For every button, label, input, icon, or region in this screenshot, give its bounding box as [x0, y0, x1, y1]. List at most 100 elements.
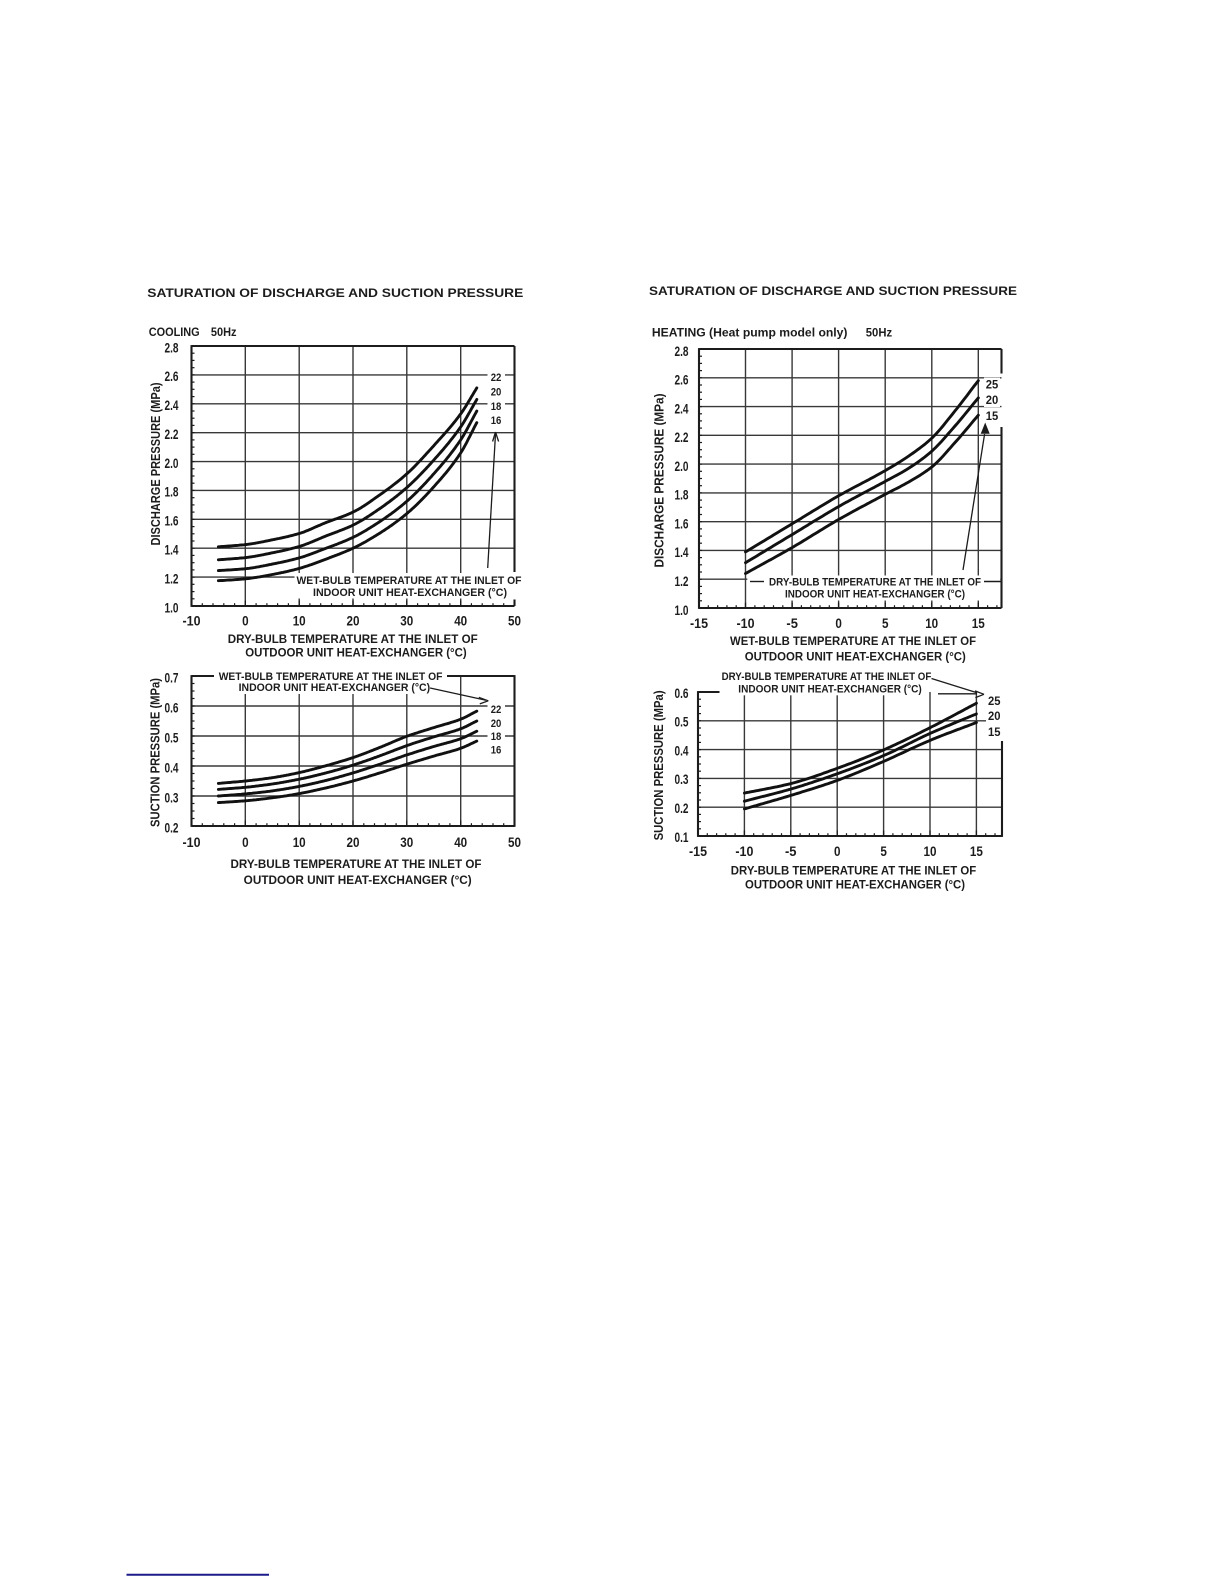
- svg-text:1.6: 1.6: [675, 516, 689, 531]
- svg-text:16: 16: [491, 415, 502, 427]
- svg-text:0.6: 0.6: [675, 686, 689, 701]
- svg-text:0.2: 0.2: [165, 820, 179, 835]
- svg-text:2.4: 2.4: [675, 401, 689, 416]
- svg-text:DISCHARGE PRESSURE (MPa): DISCHARGE PRESSURE (MPa): [148, 383, 163, 546]
- svg-text:1.0: 1.0: [165, 600, 179, 615]
- svg-text:SUCTION PRESSURE (MPa): SUCTION PRESSURE (MPa): [148, 678, 163, 827]
- svg-text:2.0: 2.0: [165, 456, 179, 471]
- svg-text:-15: -15: [689, 844, 708, 859]
- svg-text:50Hz: 50Hz: [866, 326, 892, 340]
- svg-text:2.8: 2.8: [675, 344, 689, 359]
- svg-text:40: 40: [454, 835, 467, 850]
- svg-text:DRY-BULB TEMPERATURE AT THE IN: DRY-BULB TEMPERATURE AT THE INLET OF: [228, 633, 478, 646]
- svg-text:1.0: 1.0: [675, 603, 689, 618]
- svg-text:50Hz: 50Hz: [211, 325, 237, 339]
- svg-text:15: 15: [988, 725, 1001, 739]
- svg-text:22: 22: [491, 704, 502, 716]
- svg-text:25: 25: [986, 378, 999, 392]
- svg-text:-5: -5: [785, 844, 797, 859]
- svg-text:-10: -10: [735, 844, 753, 859]
- svg-text:1.4: 1.4: [675, 545, 689, 560]
- svg-text:0: 0: [834, 844, 841, 859]
- svg-text:0: 0: [242, 835, 249, 850]
- svg-text:SATURATION OF DISCHARGE AND SU: SATURATION OF DISCHARGE AND SUCTION PRES…: [649, 284, 1017, 298]
- svg-text:0.4: 0.4: [165, 760, 179, 775]
- svg-text:SATURATION OF DISCHARGE AND SU: SATURATION OF DISCHARGE AND SUCTION PRES…: [147, 286, 523, 300]
- svg-text:INDOOR UNIT HEAT-EXCHANGER (°C: INDOOR UNIT HEAT-EXCHANGER (°C): [239, 682, 431, 694]
- svg-text:-15: -15: [690, 616, 709, 631]
- svg-text:-10: -10: [183, 835, 201, 850]
- svg-text:1.8: 1.8: [165, 485, 179, 500]
- svg-text:1.6: 1.6: [165, 514, 179, 529]
- svg-text:0.5: 0.5: [165, 730, 179, 745]
- svg-text:DRY-BULB TEMPERATURE AT THE IN: DRY-BULB TEMPERATURE AT THE INLET OF: [731, 864, 976, 877]
- svg-text:15: 15: [986, 409, 999, 423]
- svg-text:INDOOR UNIT HEAT-EXCHANGER (°C: INDOOR UNIT HEAT-EXCHANGER (°C): [738, 684, 922, 696]
- svg-text:20: 20: [347, 613, 360, 628]
- svg-text:-5: -5: [786, 616, 798, 631]
- svg-text:SUCTION PRESSURE (MPa): SUCTION PRESSURE (MPa): [651, 690, 666, 840]
- svg-text:5: 5: [882, 616, 889, 631]
- svg-text:DRY-BULB TEMPERATURE AT THE IN: DRY-BULB TEMPERATURE AT THE INLET OF: [722, 671, 932, 683]
- svg-text:WET-BULB TEMPERATURE AT THE IN: WET-BULB TEMPERATURE AT THE INLET OF: [730, 635, 976, 648]
- svg-text:20: 20: [988, 709, 1001, 723]
- svg-text:10: 10: [293, 835, 306, 850]
- svg-text:0.1: 0.1: [675, 830, 689, 845]
- svg-text:15: 15: [972, 616, 985, 631]
- svg-text:0.5: 0.5: [675, 715, 689, 730]
- svg-text:1.2: 1.2: [675, 574, 689, 589]
- svg-text:2.2: 2.2: [675, 430, 689, 445]
- svg-text:20: 20: [491, 718, 502, 730]
- svg-text:INDOOR UNIT HEAT-EXCHANGER (°C: INDOOR UNIT HEAT-EXCHANGER (°C): [785, 589, 965, 601]
- svg-text:OUTDOOR UNIT HEAT-EXCHANGER (°: OUTDOOR UNIT HEAT-EXCHANGER (°C): [244, 874, 472, 887]
- svg-text:50: 50: [508, 835, 521, 850]
- svg-text:2.2: 2.2: [165, 427, 179, 442]
- svg-text:2.8: 2.8: [165, 340, 179, 355]
- svg-text:1.4: 1.4: [165, 543, 179, 558]
- svg-text:2.4: 2.4: [165, 398, 179, 413]
- svg-text:20: 20: [986, 393, 999, 407]
- svg-text:50: 50: [508, 613, 521, 628]
- svg-text:1.8: 1.8: [675, 488, 689, 503]
- svg-text:COOLING: COOLING: [149, 325, 200, 339]
- svg-text:25: 25: [988, 694, 1001, 708]
- svg-text:0: 0: [835, 616, 842, 631]
- svg-text:DRY-BULB TEMPERATURE AT THE IN: DRY-BULB TEMPERATURE AT THE INLET OF: [231, 858, 482, 871]
- svg-text:40: 40: [454, 613, 467, 628]
- svg-text:30: 30: [400, 835, 413, 850]
- svg-text:2.6: 2.6: [675, 373, 689, 388]
- svg-text:DISCHARGE PRESSURE (MPa): DISCHARGE PRESSURE (MPa): [651, 394, 666, 568]
- svg-text:1.2: 1.2: [165, 571, 179, 586]
- svg-text:10: 10: [924, 844, 937, 859]
- svg-text:-10: -10: [737, 616, 755, 631]
- svg-text:OUTDOOR UNIT HEAT-EXCHANGER (°: OUTDOOR UNIT HEAT-EXCHANGER (°C): [245, 647, 467, 660]
- svg-text:-10: -10: [183, 613, 201, 628]
- svg-text:15: 15: [970, 844, 983, 859]
- svg-text:16: 16: [491, 745, 502, 757]
- svg-text:0.6: 0.6: [165, 700, 179, 715]
- svg-text:0.3: 0.3: [165, 790, 179, 805]
- svg-text:2.6: 2.6: [165, 369, 179, 384]
- svg-text:18: 18: [491, 401, 502, 413]
- svg-text:18: 18: [491, 731, 502, 743]
- svg-text:WET-BULB TEMPERATURE AT THE IN: WET-BULB TEMPERATURE AT THE INLET OF: [297, 575, 522, 587]
- svg-text:22: 22: [491, 372, 502, 384]
- svg-text:HEATING (Heat pump model only): HEATING (Heat pump model only): [652, 326, 848, 340]
- svg-text:OUTDOOR UNIT HEAT-EXCHANGER (°: OUTDOOR UNIT HEAT-EXCHANGER (°C): [745, 879, 965, 892]
- svg-text:2.0: 2.0: [675, 459, 689, 474]
- svg-text:WET-BULB TEMPERATURE AT THE IN: WET-BULB TEMPERATURE AT THE INLET OF: [219, 671, 443, 683]
- svg-text:0.7: 0.7: [165, 670, 179, 685]
- svg-text:0: 0: [242, 613, 249, 628]
- svg-text:30: 30: [400, 613, 413, 628]
- svg-text:5: 5: [880, 844, 887, 859]
- svg-text:0.3: 0.3: [675, 772, 689, 787]
- svg-text:0.2: 0.2: [675, 801, 689, 816]
- svg-text:10: 10: [925, 616, 938, 631]
- svg-text:20: 20: [491, 387, 502, 399]
- svg-text:20: 20: [347, 835, 360, 850]
- svg-text:10: 10: [293, 613, 306, 628]
- svg-text:OUTDOOR UNIT HEAT-EXCHANGER (°: OUTDOOR UNIT HEAT-EXCHANGER (°C): [745, 650, 966, 663]
- svg-text:0.4: 0.4: [675, 743, 689, 758]
- svg-text:INDOOR UNIT HEAT-EXCHANGER (°C: INDOOR UNIT HEAT-EXCHANGER (°C): [313, 587, 507, 599]
- svg-text:DRY-BULB TEMPERATURE AT THE IN: DRY-BULB TEMPERATURE AT THE INLET OF: [769, 576, 981, 588]
